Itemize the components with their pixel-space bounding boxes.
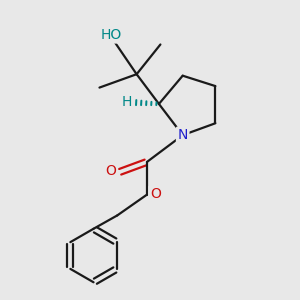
Text: HO: HO [101,28,122,42]
Text: H: H [122,95,132,110]
Text: N: N [178,128,188,142]
Text: O: O [105,164,116,178]
Text: O: O [150,187,161,201]
